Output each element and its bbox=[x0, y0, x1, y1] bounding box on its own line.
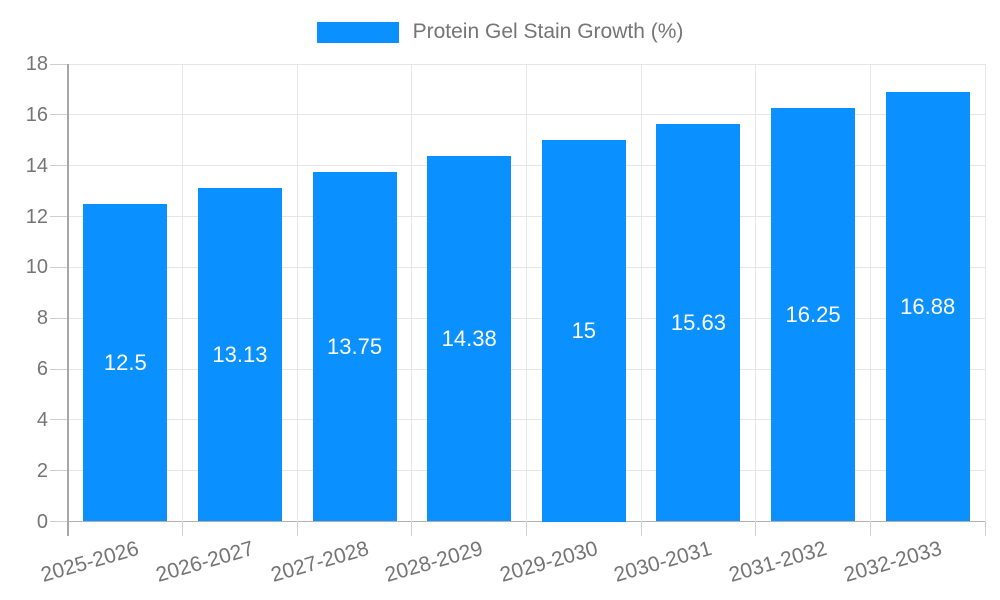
x-axis-tick-mark bbox=[869, 521, 871, 536]
y-axis-tick-mark bbox=[50, 165, 68, 167]
y-axis-tick-mark bbox=[50, 521, 68, 522]
y-axis-tick-mark bbox=[50, 216, 68, 217]
y-axis-tick-mark bbox=[50, 63, 68, 65]
y-tick-label: 18 bbox=[25, 53, 48, 75]
y-axis-tick-mark bbox=[50, 114, 68, 116]
bar-value-label: 15 bbox=[571, 317, 597, 343]
y-tick-label: 2 bbox=[36, 459, 48, 482]
gridline-vertical bbox=[869, 64, 871, 522]
y-tick-label: 16 bbox=[25, 103, 48, 126]
x-axis-tick-mark bbox=[182, 521, 184, 536]
y-axis-tick-mark bbox=[50, 419, 68, 421]
bar-value-label: 16.25 bbox=[785, 301, 841, 327]
y-tick-label: 0 bbox=[36, 510, 48, 533]
gridline-vertical bbox=[182, 64, 184, 522]
gridline-vertical bbox=[755, 64, 757, 522]
bar-value-label: 16.88 bbox=[900, 293, 956, 319]
chart-legend: Protein Gel Stain Growth (%) bbox=[0, 18, 1000, 46]
x-axis-tick-mark bbox=[640, 521, 642, 536]
bar-value-label: 13.75 bbox=[327, 333, 383, 359]
bar-value-label: 12.5 bbox=[103, 349, 147, 375]
bar bbox=[427, 156, 512, 522]
bar-value-label: 13.13 bbox=[212, 341, 268, 367]
x-axis-tick-mark bbox=[984, 521, 986, 536]
x-axis-tick-mark bbox=[411, 521, 413, 536]
y-axis-tick-mark bbox=[50, 470, 68, 472]
bar bbox=[197, 187, 282, 522]
y-axis-line bbox=[67, 64, 69, 536]
y-tick-label: 12 bbox=[25, 205, 48, 228]
bar bbox=[312, 172, 397, 522]
y-tick-label: 8 bbox=[36, 307, 48, 330]
gridline-vertical bbox=[984, 64, 986, 522]
y-axis-tick-mark bbox=[50, 266, 68, 268]
bar bbox=[771, 108, 856, 522]
legend-label: Protein Gel Stain Growth (%) bbox=[412, 20, 684, 43]
y-tick-label: 14 bbox=[25, 154, 48, 177]
x-axis-tick-mark bbox=[755, 521, 757, 536]
bar-value-label: 15.63 bbox=[670, 309, 726, 335]
bar bbox=[885, 92, 970, 522]
x-axis-tick-mark bbox=[526, 521, 527, 536]
bar-value-label: 14.38 bbox=[441, 325, 497, 351]
bar bbox=[541, 140, 626, 522]
y-tick-label: 6 bbox=[36, 358, 48, 380]
y-tick-label: 10 bbox=[25, 256, 48, 279]
gridline-vertical bbox=[526, 64, 527, 522]
legend-swatch bbox=[316, 21, 399, 43]
gridline-vertical bbox=[411, 64, 413, 522]
gridline-vertical bbox=[296, 64, 298, 522]
y-axis-tick-mark bbox=[50, 368, 68, 370]
gridline-vertical bbox=[640, 64, 642, 522]
x-axis-tick-mark bbox=[296, 521, 298, 536]
bar bbox=[656, 124, 741, 522]
bar bbox=[83, 203, 168, 522]
y-axis-tick-mark bbox=[50, 317, 68, 319]
y-tick-label: 4 bbox=[36, 408, 48, 431]
